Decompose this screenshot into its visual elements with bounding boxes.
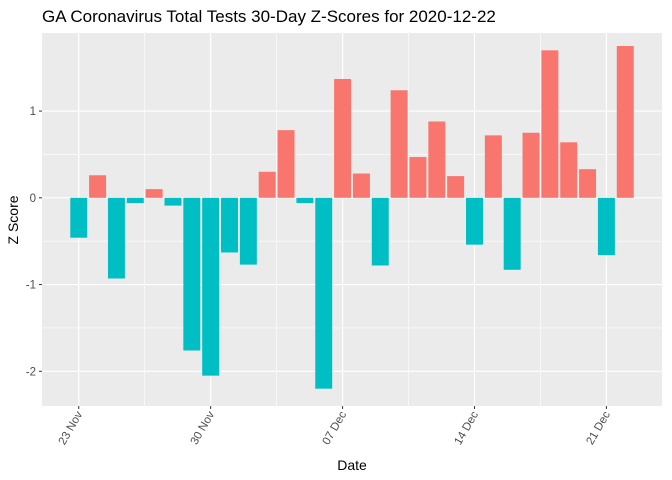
bar (409, 157, 427, 198)
bar (70, 197, 88, 238)
y-tick-label: 0 (30, 193, 36, 205)
x-tick-label: 07 Dec (321, 409, 350, 447)
bar (334, 78, 352, 198)
chart-title: GA Coronavirus Total Tests 30-Day Z-Scor… (42, 7, 496, 26)
x-tick-label: 23 Nov (57, 409, 86, 447)
bar (107, 197, 125, 279)
bar (597, 197, 615, 256)
plot-panel (42, 33, 662, 406)
bar (579, 169, 597, 198)
bar (466, 197, 483, 245)
bar (484, 135, 502, 198)
bar (560, 142, 578, 198)
bar-series (70, 46, 634, 389)
bar (183, 197, 201, 351)
bar (126, 197, 144, 204)
bar (503, 197, 521, 270)
x-tick-label: 14 Dec (452, 409, 481, 447)
bar (202, 197, 220, 376)
bar (522, 132, 540, 198)
bar (239, 197, 257, 265)
y-tick-label: -2 (26, 366, 36, 378)
bar (352, 173, 370, 198)
y-tick-label: 1 (30, 106, 36, 118)
bar (541, 50, 559, 198)
x-tick-label: 30 Nov (189, 409, 218, 447)
y-axis-title: Z Score (5, 195, 21, 244)
bar (164, 197, 182, 206)
bar (145, 189, 163, 198)
bar (315, 197, 333, 389)
x-tick-label: 21 Dec (584, 409, 613, 447)
bar (371, 197, 389, 266)
bar (89, 175, 107, 198)
x-axis-title: Date (337, 457, 367, 473)
bar (277, 130, 295, 198)
bar (258, 171, 276, 198)
bar (428, 121, 446, 198)
bar (616, 46, 634, 198)
bar (447, 176, 465, 198)
bar (296, 197, 314, 204)
bar (390, 90, 408, 198)
y-tick-label: -1 (26, 280, 36, 292)
bar (221, 197, 238, 253)
